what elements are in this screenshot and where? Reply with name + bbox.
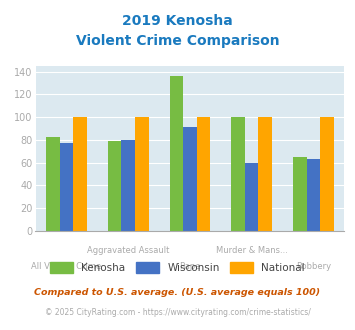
Text: Robbery: Robbery xyxy=(296,262,331,271)
Text: Murder & Mans...: Murder & Mans... xyxy=(216,246,288,255)
Bar xyxy=(60,143,73,231)
Bar xyxy=(183,127,197,231)
Bar xyxy=(245,163,258,231)
Text: Violent Crime Comparison: Violent Crime Comparison xyxy=(76,34,279,48)
Bar xyxy=(258,117,272,231)
Bar xyxy=(108,141,121,231)
Text: 2019 Kenosha: 2019 Kenosha xyxy=(122,15,233,28)
Bar xyxy=(170,76,183,231)
Bar xyxy=(121,140,135,231)
Bar xyxy=(320,117,334,231)
Text: Aggravated Assault: Aggravated Assault xyxy=(87,246,169,255)
Bar xyxy=(293,157,307,231)
Bar xyxy=(46,137,60,231)
Text: Compared to U.S. average. (U.S. average equals 100): Compared to U.S. average. (U.S. average … xyxy=(34,287,321,297)
Text: Rape: Rape xyxy=(179,262,201,271)
Text: All Violent Crime: All Violent Crime xyxy=(31,262,102,271)
Bar xyxy=(231,117,245,231)
Bar xyxy=(197,117,210,231)
Bar xyxy=(135,117,148,231)
Legend: Kenosha, Wisconsin, National: Kenosha, Wisconsin, National xyxy=(46,258,309,277)
Text: © 2025 CityRating.com - https://www.cityrating.com/crime-statistics/: © 2025 CityRating.com - https://www.city… xyxy=(45,308,310,317)
Bar xyxy=(73,117,87,231)
Bar xyxy=(307,159,320,231)
